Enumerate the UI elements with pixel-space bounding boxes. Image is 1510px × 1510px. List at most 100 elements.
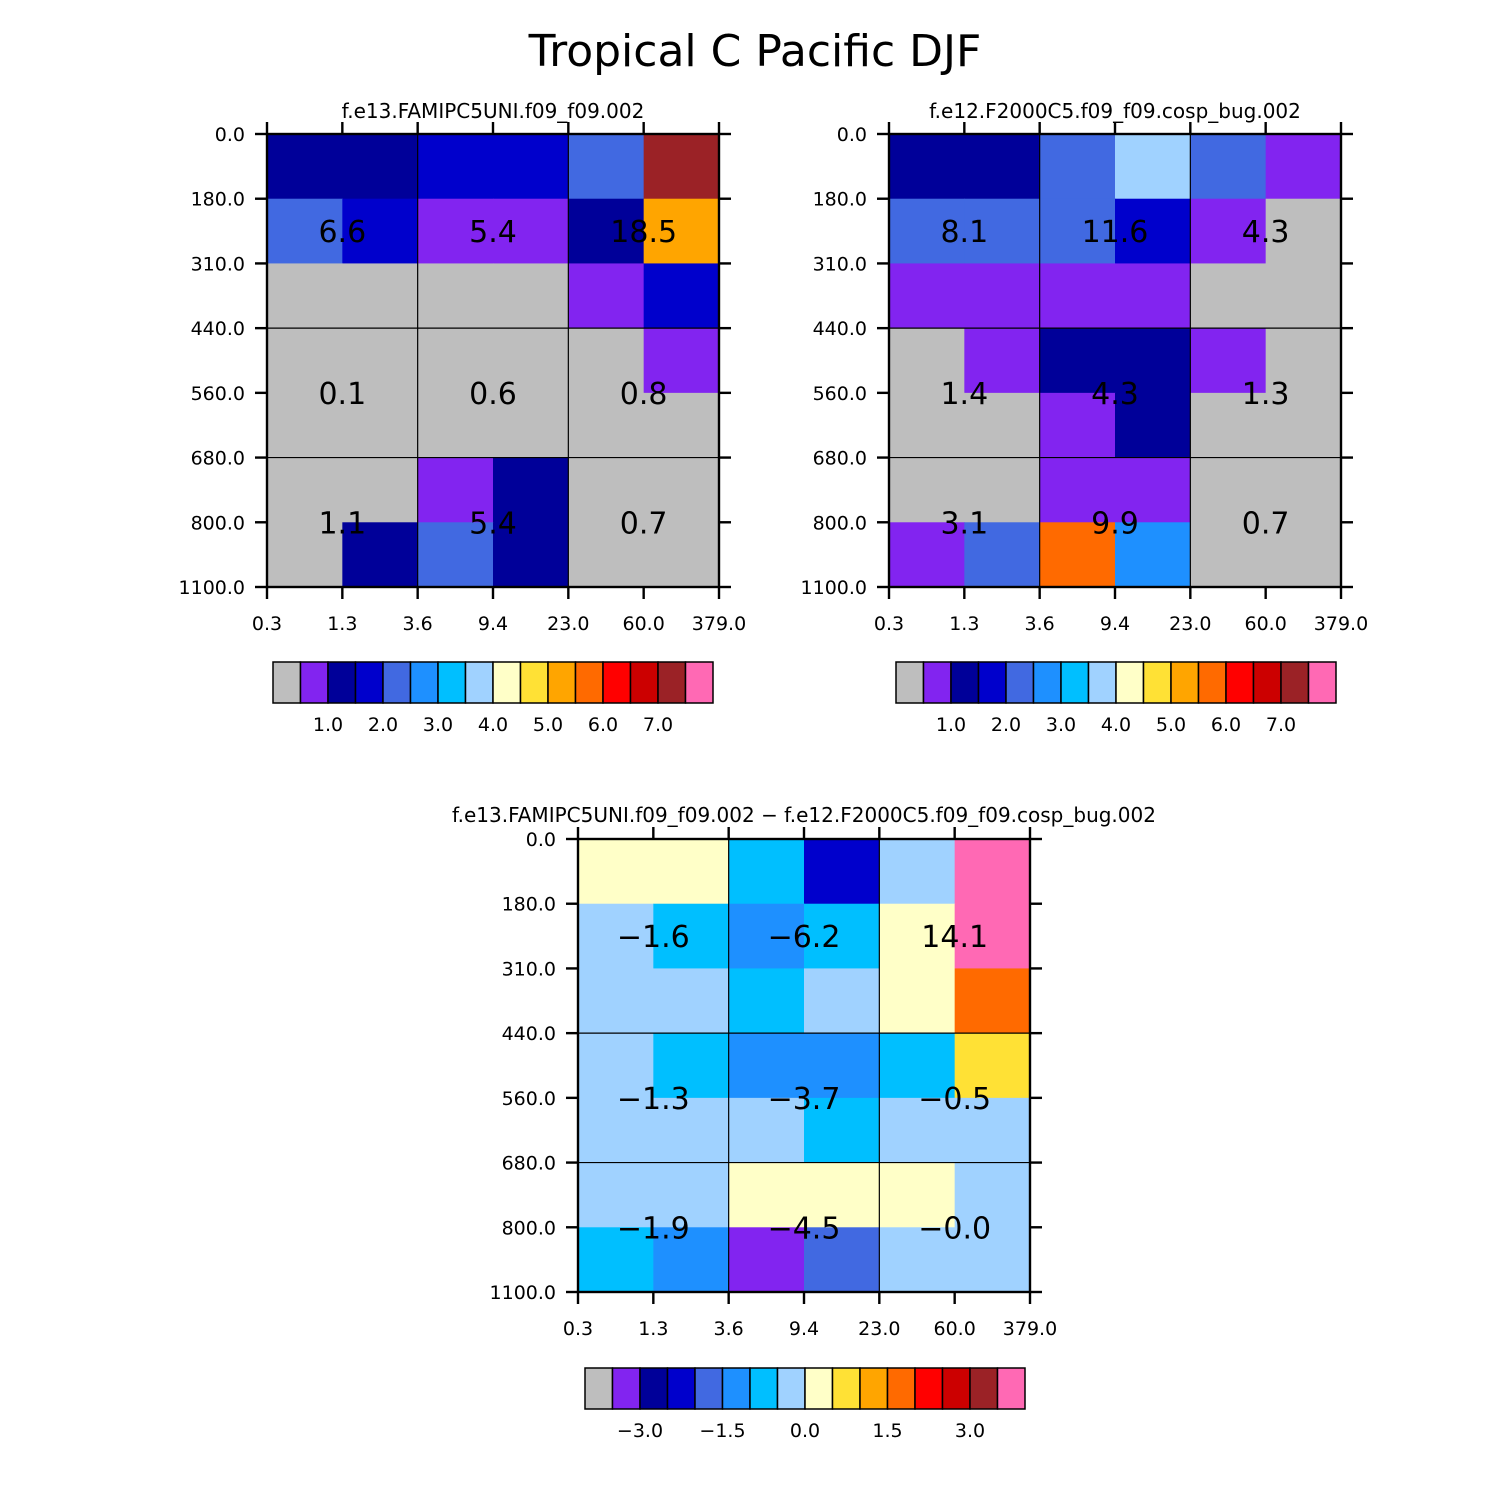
heatmap-cell (728, 1162, 805, 1228)
y-tick-label: 800.0 (191, 512, 245, 534)
heatmap-cell (568, 392, 645, 459)
block-value-label: −4.5 (768, 1211, 841, 1246)
heatmap-cell (417, 263, 494, 329)
x-tick-label: 379.0 (1003, 1318, 1057, 1340)
block-value-label: −0.5 (918, 1082, 991, 1117)
heatmap-cell (1115, 522, 1191, 588)
x-tick-label: 23.0 (547, 613, 589, 635)
y-tick-label: 180.0 (813, 189, 867, 211)
colorbar-swatch (629, 661, 659, 704)
heatmap-cell (653, 1033, 730, 1099)
panel-title: f.e13.FAMIPC5UNI.f09_f09.002 (342, 99, 645, 123)
colorbar-swatch (1087, 661, 1117, 704)
x-tick-label: 60.0 (934, 1318, 976, 1340)
heatmap-cell (1190, 392, 1267, 459)
colorbar-swatch (977, 661, 1007, 704)
y-tick-label: 310.0 (813, 253, 867, 275)
heatmap-cell (1039, 392, 1116, 459)
heatmap-cell (653, 1227, 730, 1293)
heatmap-cell (889, 134, 965, 200)
heatmap-cell (804, 1097, 880, 1164)
heatmap-cell (267, 328, 343, 394)
x-tick-label: 9.4 (1100, 613, 1130, 635)
heatmap-cell (1039, 522, 1116, 588)
heatmap-cell (889, 263, 965, 329)
x-tick-label: 0.3 (252, 613, 282, 635)
heatmap-cell (889, 522, 965, 588)
heatmap-cell (1190, 263, 1267, 329)
heatmap-cell (804, 1162, 880, 1228)
heatmap-cell (964, 522, 1041, 588)
colorbar-swatch (464, 661, 494, 704)
y-tick-label: 0.0 (215, 124, 245, 146)
heatmap-cell (889, 328, 965, 394)
colorbar-swatch (684, 661, 714, 704)
y-tick-label: 310.0 (191, 253, 245, 275)
heatmap-cell (889, 392, 965, 459)
colorbar-swatch (639, 1367, 669, 1410)
block-value-label: 6.6 (318, 215, 366, 250)
colorbar-swatch (437, 661, 467, 704)
heatmap-cell (954, 968, 1031, 1034)
heatmap-cell (879, 1227, 956, 1293)
block-value-label: −0.0 (918, 1211, 991, 1246)
heatmap-cell (728, 1097, 805, 1164)
x-tick-label: 23.0 (1169, 613, 1211, 635)
colorbar-swatch (602, 661, 632, 704)
heatmap-cell (417, 457, 494, 523)
colorbar-swatch (950, 661, 980, 704)
colorbar-label: 7.0 (1266, 714, 1296, 736)
heatmap-cell (342, 134, 419, 200)
x-tick-label: 60.0 (1245, 613, 1287, 635)
x-tick-label: 379.0 (692, 613, 746, 635)
y-tick-label: 680.0 (502, 1153, 556, 1175)
heatmap-cell (1039, 457, 1116, 523)
colorbar-swatch (996, 1367, 1026, 1410)
heatmap-cell (578, 1097, 654, 1164)
heatmap-cell (1265, 263, 1342, 329)
y-tick-label: 0.0 (526, 829, 556, 851)
heatmap-cell (417, 134, 494, 200)
heatmap-cell (728, 968, 805, 1034)
heatmap-cell (1039, 263, 1116, 329)
y-tick-label: 1100.0 (179, 577, 245, 599)
y-tick-label: 180.0 (502, 894, 556, 916)
heatmap-cell (1115, 392, 1191, 459)
heatmap-cell (964, 198, 1041, 265)
colorbar-swatch (1115, 661, 1145, 704)
heatmap-cell (578, 903, 654, 970)
heatmap-cell (342, 522, 419, 588)
block-value-label: 4.3 (1242, 215, 1290, 250)
colorbar-label: 4.0 (478, 714, 508, 736)
colorbar-swatch (666, 1367, 696, 1410)
block-value-label: 1.1 (318, 506, 366, 541)
heatmap-cell (1190, 134, 1267, 200)
heatmap-cell (1115, 457, 1191, 523)
colorbar-label: 6.0 (1211, 714, 1241, 736)
heatmap-cell (728, 839, 805, 905)
heatmap-cell (1190, 328, 1267, 394)
colorbar-swatch (914, 1367, 944, 1410)
colorbar-swatch (327, 661, 357, 704)
panel-title: f.e13.FAMIPC5UNI.f09_f09.002 − f.e12.F20… (452, 803, 1156, 827)
colorbar-swatch (574, 661, 604, 704)
colorbar-swatch (776, 1367, 806, 1410)
colorbar-label: −1.5 (699, 1420, 745, 1442)
heatmap-cell (1115, 263, 1191, 329)
colorbar-label: 1.0 (313, 714, 343, 736)
heatmap-cell (578, 1227, 654, 1293)
x-tick-label: 3.6 (1025, 613, 1055, 635)
heatmap-cell (728, 1033, 805, 1099)
colorbar-swatch (611, 1367, 641, 1410)
y-tick-label: 1100.0 (490, 1282, 556, 1304)
colorbar-label: 3.0 (423, 714, 453, 736)
heatmap-cell (964, 263, 1041, 329)
x-tick-label: 3.6 (403, 613, 433, 635)
heatmap-cell (267, 198, 343, 265)
heatmap-cell (493, 522, 569, 588)
block-value-label: 8.1 (940, 215, 988, 250)
block-value-label: 0.8 (620, 377, 668, 412)
heatmap-cell (879, 903, 956, 970)
y-tick-label: 180.0 (191, 189, 245, 211)
heatmap-cell (879, 1162, 956, 1228)
